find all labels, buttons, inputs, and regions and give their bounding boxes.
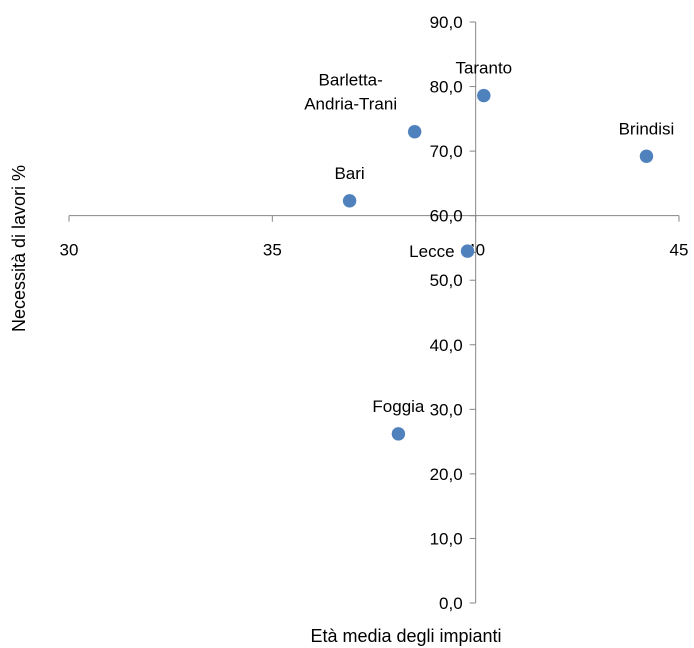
x-axis-ticks: 30 35 40 45 [60, 215, 689, 260]
data-label: Foggia [372, 397, 425, 416]
y-tick-label: 60,0 [430, 207, 463, 226]
data-label: Bari [334, 164, 364, 183]
x-tick-label: 35 [263, 241, 282, 260]
data-label: Taranto [455, 59, 512, 78]
y-tick-label: 40,0 [430, 336, 463, 355]
y-tick-label: 20,0 [430, 465, 463, 484]
data-point [460, 243, 475, 259]
data-point [639, 149, 654, 164]
y-tick-label: 80,0 [430, 78, 463, 97]
data-label: Lecce [409, 242, 454, 261]
data-points [342, 88, 654, 442]
data-point [407, 124, 422, 139]
y-tick-label: 10,0 [430, 529, 463, 548]
y-axis-ticks: 0,0 10,0 20,0 30,0 40,0 50,0 60,0 70,0 80,0 90,0 [430, 13, 476, 613]
y-tick-label: 0,0 [439, 594, 463, 613]
y-tick-label: 90,0 [430, 13, 463, 32]
data-label: Brindisi [619, 119, 675, 138]
y-tick-label: 70,0 [430, 142, 463, 161]
y-tick-label: 30,0 [430, 400, 463, 419]
x-tick-label: 30 [60, 241, 79, 260]
data-labels: Taranto Barletta-Andria-Trani Brindisi Bari… [304, 59, 674, 416]
axes [69, 22, 679, 603]
data-point [391, 426, 406, 442]
x-axis-title: Età media degli impianti [310, 626, 501, 646]
data-point [342, 193, 357, 209]
x-tick-label: 45 [670, 241, 689, 260]
y-tick-label: 50,0 [430, 271, 463, 290]
data-label: Barletta-Andria-Trani [304, 71, 397, 114]
y-axis-title: Necessità di lavori % [9, 165, 29, 332]
data-point [476, 88, 492, 103]
